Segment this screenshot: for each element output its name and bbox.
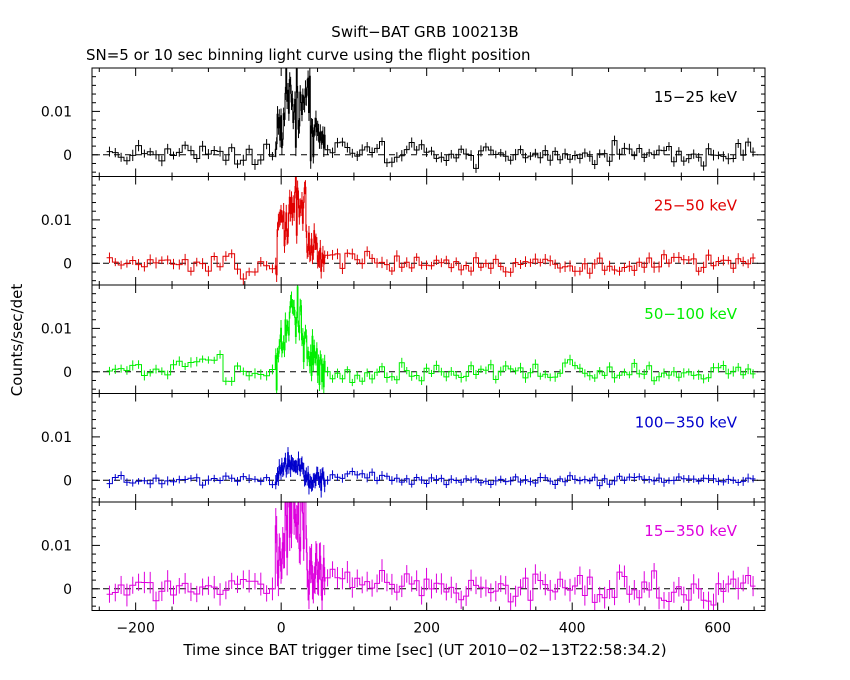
y-tick-label: 0.01 — [41, 538, 72, 554]
x-tick-label: 600 — [704, 621, 731, 637]
y-tick-label: 0.01 — [41, 430, 72, 446]
histogram-line — [106, 502, 756, 606]
x-tick-label: −200 — [116, 621, 154, 637]
panel-1: 0 0.01 15−25 keV — [41, 67, 766, 177]
series-2 — [106, 176, 756, 285]
y-tick-label: 0 — [63, 365, 72, 381]
panel-4: 0 0.01 100−350 keV — [41, 393, 766, 503]
series-3 — [106, 285, 756, 394]
y-tick-label: 0.01 — [41, 104, 72, 120]
y-tick-label: 0 — [63, 473, 72, 489]
panel-label: 25−50 keV — [654, 197, 738, 215]
panel-2: 0 0.01 25−50 keV — [41, 176, 766, 286]
panel-label: 50−100 keV — [644, 305, 737, 323]
panel-frame — [91, 501, 766, 611]
series-5 — [106, 502, 756, 611]
histogram-line — [106, 452, 756, 491]
panel-frame — [91, 176, 766, 286]
panel-frame — [91, 67, 766, 177]
y-tick-label: 0.01 — [41, 213, 72, 229]
y-tick-label: 0 — [63, 582, 72, 598]
x-axis-label: Time since BAT trigger time [sec] (UT 20… — [182, 641, 666, 659]
panel-label: 100−350 keV — [635, 414, 738, 432]
x-tick-label: 200 — [413, 621, 440, 637]
y-tick-label: 0.01 — [41, 321, 72, 337]
panel-3: 0 0.01 50−100 keV — [41, 284, 766, 394]
chart-subtitle: SN=5 or 10 sec binning light curve using… — [86, 46, 531, 64]
panel-label: 15−350 keV — [644, 522, 737, 540]
x-tick-label: 0 — [277, 621, 286, 637]
series-1 — [106, 68, 756, 173]
series-4 — [106, 447, 756, 498]
x-tick-label: 400 — [559, 621, 586, 637]
panel-5: 0 0.01 15−350 keV — [41, 501, 766, 611]
y-tick-label: 0 — [63, 256, 72, 272]
y-tick-label: 0 — [63, 148, 72, 164]
y-axis-label: Counts/sec/det — [8, 284, 26, 397]
panel-label: 15−25 keV — [654, 88, 738, 106]
chart-title: Swift−BAT GRB 100213B — [331, 23, 518, 41]
panels-group: 0 0.01 15−25 keV 0 0.01 25−50 keV 0 0.01 50−100 … — [41, 67, 766, 637]
